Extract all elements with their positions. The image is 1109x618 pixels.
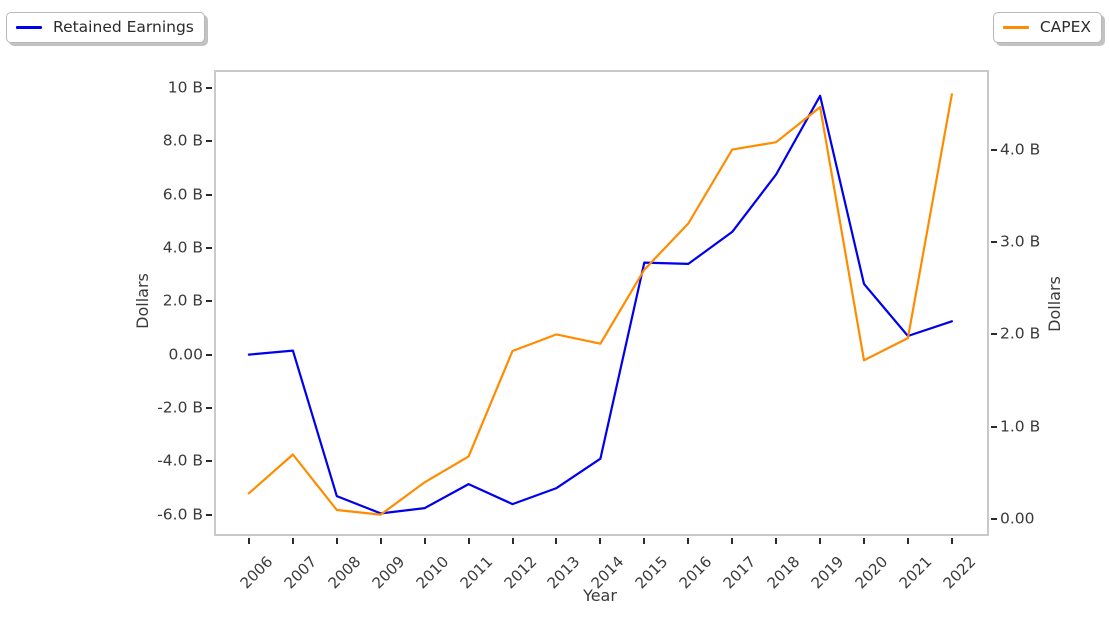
x-axis-tick [862,538,865,544]
left-axis-tick [206,353,212,356]
x-axis-tick-label: 2019 [807,552,848,593]
x-axis-tick-label: 2009 [368,552,409,593]
left-axis-tick-label: 10 B [167,77,203,96]
left-axis-tick [206,246,212,249]
x-axis-tick [599,538,602,544]
left-axis-tick-label: -4.0 B [157,451,203,470]
legend-capex: CAPEX [992,12,1102,44]
x-axis-tick-label: 2020 [851,552,892,593]
left-axis-tick-label: -2.0 B [157,398,203,417]
left-axis-tick-label: 8.0 B [162,131,203,150]
x-axis-tick [950,538,953,544]
left-axis-tick-label: 4.0 B [162,238,203,257]
left-axis-tick [206,300,212,303]
left-axis-tick-label: 0.00 [168,344,203,363]
x-axis-tick [247,538,250,544]
right-axis-tick [991,333,997,336]
left-axis-tick [206,513,212,516]
x-axis-tick-label: 2017 [719,552,760,593]
left-axis-tick [206,86,212,89]
x-axis-tick [379,538,382,544]
x-axis-tick-label: 2021 [895,552,936,593]
left-axis-tick-label: -6.0 B [157,505,203,524]
legend-retained-earnings: Retained Earnings [6,12,205,44]
x-axis-tick [819,538,822,544]
x-axis-tick-label: 2011 [456,552,496,593]
left-axis-tick [206,407,212,410]
x-axis-tick [555,538,558,544]
x-axis-tick-label: 2015 [631,552,672,593]
retained-earnings-line-swatch [16,26,42,29]
x-axis-tick-label: 2012 [500,552,540,593]
x-axis-tick-label: 2022 [939,552,980,593]
x-axis-tick [731,538,734,544]
x-axis-tick [906,538,909,544]
right-axis-tick [991,518,997,521]
right-axis-tick-label: 3.0 B [1000,232,1041,251]
left-axis-title: Dollars [133,273,152,329]
x-axis-tick [335,538,338,544]
x-axis-tick [643,538,646,544]
right-axis-tick-label: 2.0 B [1000,324,1041,343]
x-axis-title: Year [583,586,617,605]
plot-area: 10 B 8.0 B 6.0 B 4.0 B 2.0 B 0.00 -2.0 B -4.0 B… [157,70,1040,592]
right-axis-tick-label: 1.0 B [1000,417,1041,436]
legend-capex-label: CAPEX [1039,18,1091,36]
legend-retained-earnings-label: Retained Earnings [53,18,194,36]
x-axis-tick [467,538,470,544]
x-axis-tick-label: 2016 [675,552,716,593]
left-axis-tick-label: 6.0 B [162,184,203,203]
x-axis-tick-label: 2006 [236,552,277,593]
left-axis-tick [206,460,212,463]
series-line-retained-earnings [247,94,954,515]
x-axis-tick [291,538,294,544]
right-axis-tick-label: 4.0 B [1000,139,1041,158]
left-axis-tick-label: 2.0 B [162,291,203,310]
left-axis-tick [206,140,212,143]
right-axis-title: Dollars [1045,276,1064,332]
series-line-capex [247,93,954,516]
capex-line-swatch [1002,26,1029,29]
x-axis-tick [687,538,690,544]
right-axis-tick [991,148,997,151]
left-axis-tick [206,193,212,196]
x-axis-tick-label: 2018 [763,552,804,593]
right-axis-tick [991,425,997,428]
x-axis-tick-label: 2008 [324,552,365,593]
right-axis-tick-label: 0.00 [1000,509,1035,528]
x-axis-tick-label: 2013 [544,552,584,593]
line-chart [247,93,954,516]
right-axis-tick [991,241,997,244]
x-axis-tick [423,538,426,544]
x-axis-tick-label: 2007 [280,552,321,593]
x-axis-tick [775,538,778,544]
x-axis-tick [511,538,514,544]
x-axis-tick-label: 2010 [412,552,452,593]
